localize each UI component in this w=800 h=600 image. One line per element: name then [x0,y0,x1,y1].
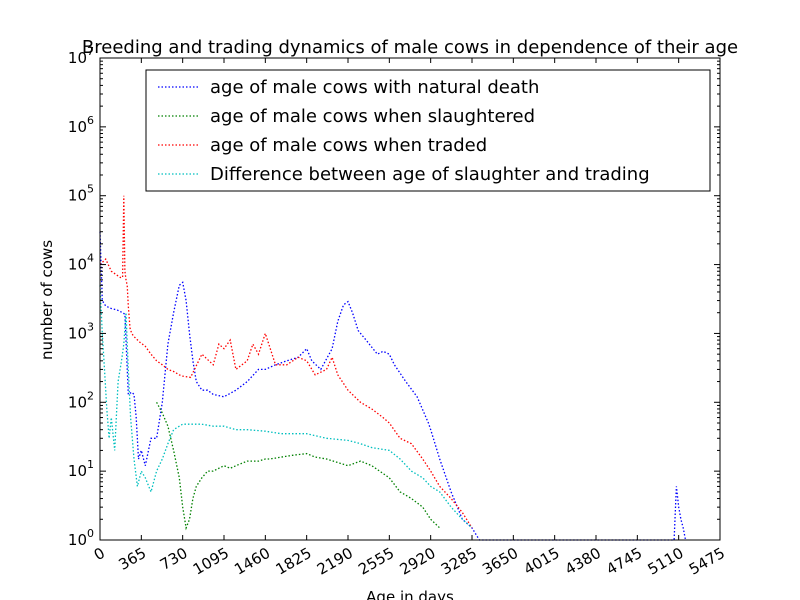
y-tick-base: 10 [68,393,87,411]
plot-frame [99,57,721,541]
y-tick-base: 10 [68,324,87,342]
y-tick-label: 105 [68,183,94,205]
series-layer [99,195,687,541]
y-tick-exponent: 5 [87,183,94,196]
y-tick-base: 10 [68,531,87,549]
y-tick-exponent: 1 [87,458,94,471]
y-tick-base: 10 [68,187,87,205]
legend-box [145,69,711,192]
legend: age of male cows with natural death age o… [145,69,711,192]
legend-label-0: age of male cows with natural death [210,77,539,98]
y-tick-label: 107 [68,45,94,67]
y-axis-label: number of cows [38,240,56,360]
series-line-3 [99,285,473,529]
chart-title: Breeding and trading dynamics of male co… [82,37,738,58]
series-line-0 [99,231,687,541]
y-tick-exponent: 7 [87,45,94,58]
y-tick-base: 10 [68,118,87,136]
y-tick-label: 100 [68,527,94,549]
y-tick-exponent: 4 [87,252,94,265]
legend-label-3: Difference between age of slaughter and … [210,164,650,185]
y-tick-label: 104 [68,252,94,274]
y-tick-label: 106 [68,114,94,136]
y-tick-base: 10 [68,256,87,274]
y-tick-base: 10 [68,462,87,480]
x-axis-label: Age in days [366,588,454,600]
y-tick-exponent: 3 [87,320,94,333]
series-line-1 [156,401,441,531]
y-tick-base: 10 [68,49,87,67]
legend-label-2: age of male cows when traded [210,135,487,156]
legend-label-1: age of male cows when slaughtered [210,106,535,127]
y-tick-exponent: 6 [87,114,94,127]
y-tick-exponent: 2 [87,389,94,402]
y-tick-label: 102 [68,389,94,411]
y-tick-label: 101 [68,458,94,480]
y-tick-label: 103 [68,320,94,342]
y-tick-exponent: 0 [87,527,94,540]
series-line-2 [99,195,473,529]
